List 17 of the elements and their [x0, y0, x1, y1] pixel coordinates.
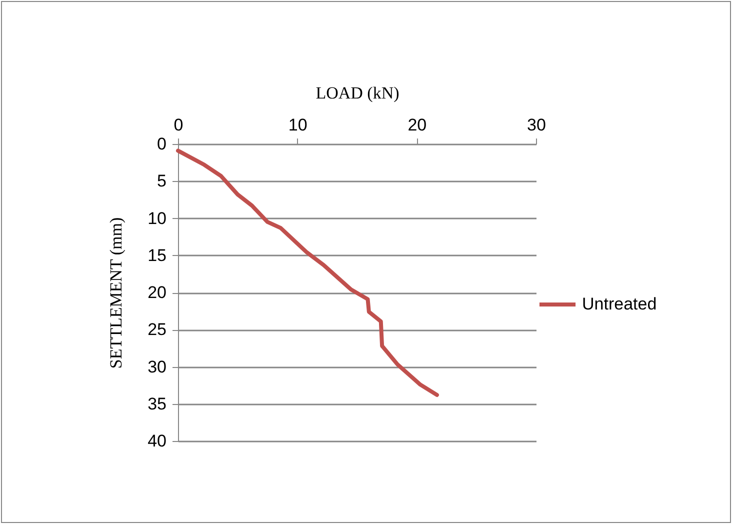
y-tick-label: 35 [148, 394, 166, 414]
x-tick-label: 10 [288, 116, 308, 134]
y-tick-label: 5 [157, 172, 166, 191]
y-tick-label: 15 [148, 246, 166, 265]
y-tick-label: 30 [148, 357, 166, 376]
y-tick-label: 0 [157, 134, 166, 154]
y-tick-label: 40 [148, 432, 166, 450]
y-tick-label: 10 [148, 208, 166, 228]
x-tick-label: 20 [408, 116, 427, 134]
x-tick-label: 30 [527, 116, 546, 134]
y-axis-title: SETTLEMENT (mm) [106, 217, 126, 369]
x-axis-title: LOAD (kN) [316, 84, 400, 102]
legend-label: Untreated [582, 294, 657, 314]
y-tick-label: 20 [148, 283, 166, 302]
x-tick-label: 0 [174, 116, 184, 134]
y-tick-label: 25 [148, 320, 166, 340]
line-series [176, 148, 439, 397]
